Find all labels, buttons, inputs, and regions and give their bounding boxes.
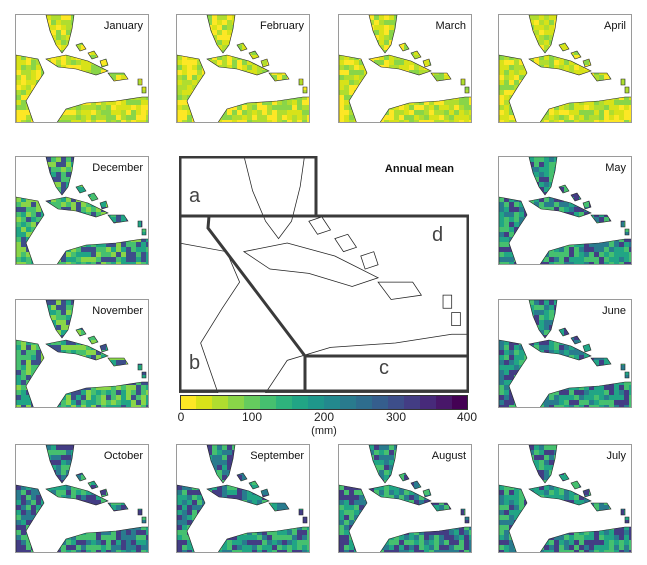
colorbar-tick: 400 — [456, 410, 478, 424]
annual-mean-title: Annual mean — [384, 163, 454, 175]
colorbar-swatch — [340, 396, 357, 409]
map-drawing — [177, 445, 309, 552]
map-panel-may: May — [498, 156, 632, 265]
colorbar-swatch — [436, 396, 453, 409]
region-label-b: b — [189, 352, 201, 374]
map-drawing — [16, 15, 148, 122]
colorbar-swatch — [212, 396, 229, 409]
annual-mean-map: Annual mean a b c d — [179, 156, 469, 393]
map-drawing — [499, 15, 631, 122]
map-panel-december: December — [15, 156, 149, 265]
month-label: June — [602, 305, 626, 317]
colorbar-swatch — [276, 396, 293, 409]
colorbar-swatch — [452, 396, 468, 409]
month-label: April — [603, 20, 626, 32]
colorbar-swatch — [356, 396, 373, 409]
map-panel-july: July — [498, 444, 632, 553]
map-panel-september: September — [176, 444, 310, 553]
map-panel-april: April — [498, 14, 632, 123]
map-panel-january: January — [15, 14, 149, 123]
month-label: November — [92, 305, 143, 317]
map-panel-march: March — [338, 14, 472, 123]
colorbar-unit: (mm) — [311, 425, 337, 437]
map-drawing — [16, 300, 148, 407]
region-label-c: c — [379, 357, 389, 379]
month-label: September — [250, 450, 304, 462]
region-boundary-a — [179, 156, 318, 218]
month-label: July — [606, 450, 626, 462]
month-label: February — [259, 20, 304, 32]
colorbar-swatch — [404, 396, 421, 409]
map-drawing — [16, 445, 148, 552]
colorbar: 0 100 200 300 400 (mm) — [177, 395, 477, 441]
map-panel-november: November — [15, 299, 149, 408]
colorbar-swatch — [228, 396, 245, 409]
colorbar-tick: 0 — [177, 410, 185, 424]
colorbar-scale — [180, 395, 468, 410]
map-drawing — [177, 15, 309, 122]
colorbar-tick: 100 — [241, 410, 263, 424]
month-label: March — [435, 20, 466, 32]
map-drawing — [499, 445, 631, 552]
colorbar-tick: 200 — [313, 410, 335, 424]
colorbar-swatch — [244, 396, 261, 409]
map-drawing — [339, 445, 471, 552]
region-boundary-d — [316, 214, 469, 356]
region-boundary-c — [305, 354, 469, 393]
month-label: October — [103, 450, 143, 462]
colorbar-swatch — [372, 396, 389, 409]
colorbar-swatch — [180, 396, 197, 409]
colorbar-swatch — [388, 396, 405, 409]
map-drawing — [499, 157, 631, 264]
colorbar-swatch — [420, 396, 437, 409]
region-label-a: a — [189, 185, 201, 207]
map-panel-february: February — [176, 14, 310, 123]
map-drawing — [339, 15, 471, 122]
colorbar-swatch — [260, 396, 277, 409]
annual-mean-map-drawing — [179, 156, 469, 393]
month-label: December — [92, 162, 143, 174]
colorbar-tick: 300 — [385, 410, 407, 424]
month-label: January — [103, 20, 143, 32]
colorbar-swatch — [324, 396, 341, 409]
map-drawing — [16, 157, 148, 264]
map-panel-august: August — [338, 444, 472, 553]
map-panel-october: October — [15, 444, 149, 553]
region-label-d: d — [432, 224, 444, 246]
colorbar-swatch — [196, 396, 213, 409]
colorbar-swatch — [308, 396, 325, 409]
map-drawing — [499, 300, 631, 407]
month-label: May — [605, 162, 626, 174]
region-boundary-b — [179, 215, 307, 393]
month-label: August — [431, 450, 466, 462]
colorbar-swatch — [292, 396, 309, 409]
map-panel-june: June — [498, 299, 632, 408]
